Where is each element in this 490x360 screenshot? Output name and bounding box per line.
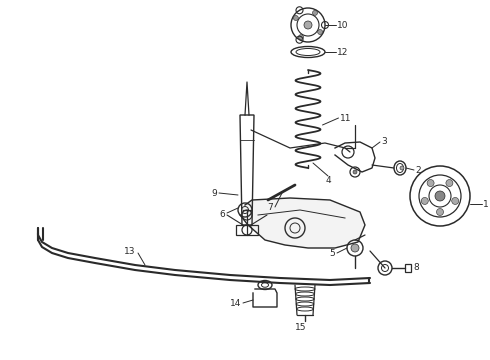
Circle shape	[435, 191, 445, 201]
Text: 14: 14	[230, 300, 241, 309]
Text: 11: 11	[340, 113, 351, 122]
Circle shape	[421, 197, 428, 204]
Text: 13: 13	[123, 247, 135, 256]
Circle shape	[294, 15, 298, 21]
Text: 1: 1	[483, 199, 489, 208]
Text: 2: 2	[415, 166, 420, 175]
Text: 12: 12	[337, 48, 348, 57]
Circle shape	[318, 30, 322, 35]
Circle shape	[353, 170, 357, 174]
Polygon shape	[240, 198, 365, 248]
Circle shape	[304, 21, 312, 29]
Text: 7: 7	[267, 202, 273, 212]
Text: 8: 8	[413, 264, 419, 273]
Circle shape	[437, 208, 443, 216]
Text: 4: 4	[326, 176, 332, 185]
Circle shape	[351, 244, 359, 252]
Text: 15: 15	[295, 323, 307, 332]
Circle shape	[298, 35, 303, 40]
Circle shape	[313, 10, 318, 15]
Text: 10: 10	[337, 21, 348, 30]
Text: 6: 6	[219, 210, 225, 219]
Circle shape	[446, 180, 453, 186]
Text: 9: 9	[211, 189, 217, 198]
Circle shape	[452, 197, 459, 204]
Circle shape	[427, 180, 434, 186]
Circle shape	[400, 166, 404, 170]
Text: 3: 3	[381, 136, 387, 145]
Text: 5: 5	[329, 249, 335, 258]
